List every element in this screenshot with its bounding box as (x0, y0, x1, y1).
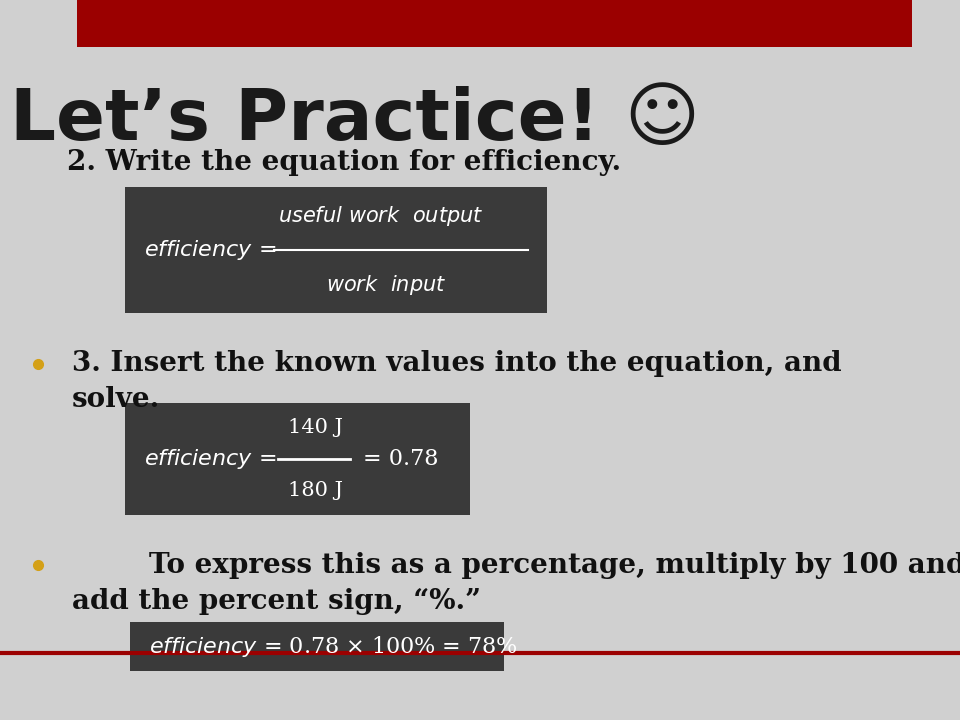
FancyBboxPatch shape (125, 187, 547, 313)
Text: To express this as a percentage, multiply by 100 and: To express this as a percentage, multipl… (72, 552, 960, 579)
Text: $\mathit{efficiency}$ =: $\mathit{efficiency}$ = (144, 447, 276, 471)
Text: $\mathit{useful\ work\ \ output}$: $\mathit{useful\ work\ \ output}$ (278, 204, 484, 228)
Text: solve.: solve. (72, 386, 160, 413)
FancyBboxPatch shape (130, 622, 504, 671)
Text: 3. Insert the known values into the equation, and: 3. Insert the known values into the equa… (72, 350, 842, 377)
Text: add the percent sign, “%.”: add the percent sign, “%.” (72, 588, 481, 615)
FancyBboxPatch shape (125, 403, 470, 515)
Text: 140 J: 140 J (288, 418, 343, 437)
Text: 180 J: 180 J (288, 481, 343, 500)
Text: Let’s Practice! ☺: Let’s Practice! ☺ (10, 86, 700, 156)
Text: $\mathit{work\ \ input}$: $\mathit{work\ \ input}$ (326, 273, 446, 297)
Text: 2. Write the equation for efficiency.: 2. Write the equation for efficiency. (67, 148, 621, 176)
Text: $\mathit{efficiency}$ = 0.78 $\times$ 100% = 78%: $\mathit{efficiency}$ = 0.78 $\times$ 10… (149, 634, 517, 659)
Text: $\mathit{efficiency}$ =: $\mathit{efficiency}$ = (144, 238, 276, 262)
Text: = 0.78: = 0.78 (363, 448, 439, 470)
FancyBboxPatch shape (77, 0, 912, 47)
